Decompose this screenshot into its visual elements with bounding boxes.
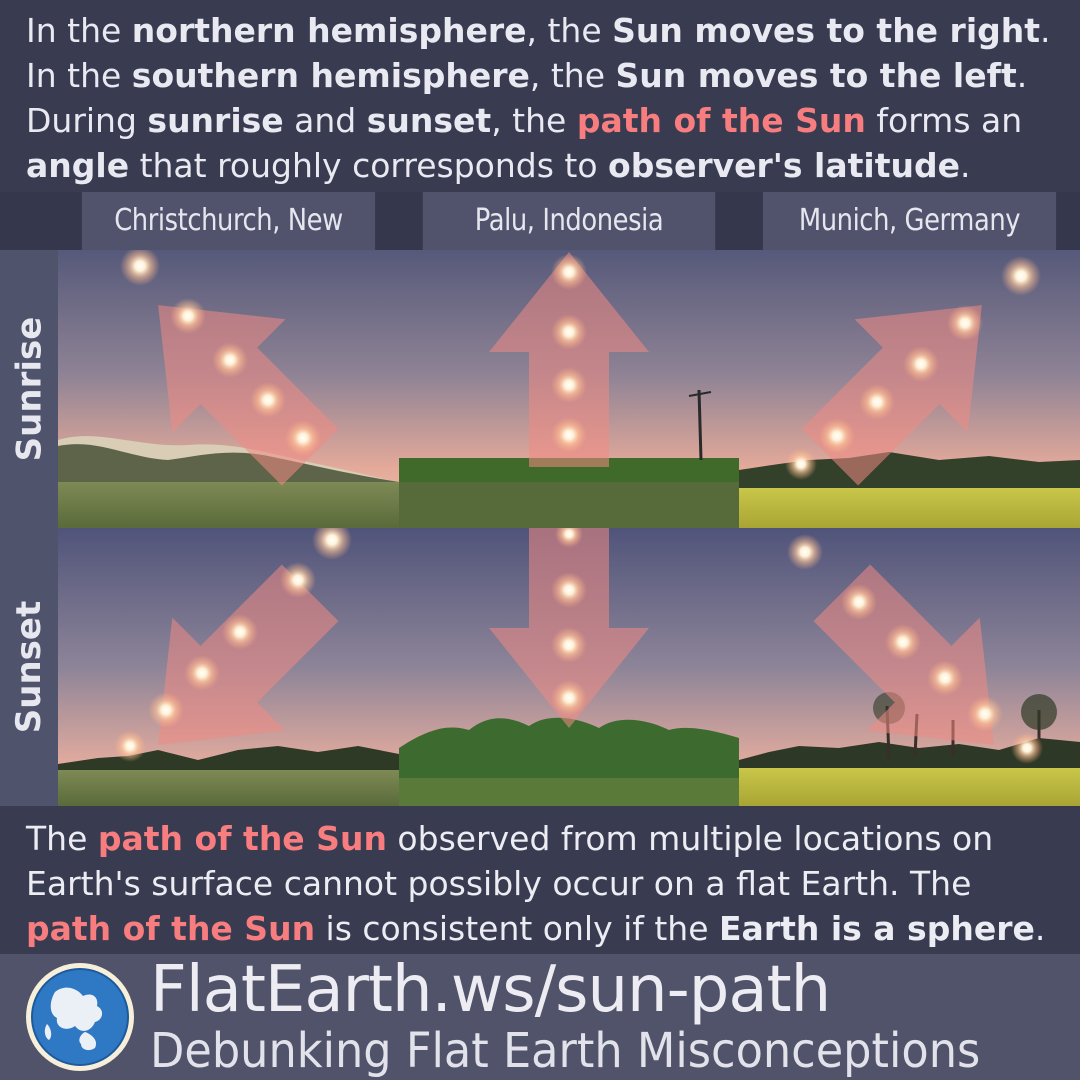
summary-line-2: Earth's surface cannot possibly occur on… bbox=[26, 864, 972, 903]
intro-line-2: In the southern hemisphere, the Sun move… bbox=[26, 56, 1028, 95]
summary-line-1: The path of the Sun observed from multip… bbox=[26, 819, 994, 858]
column-header-munich: Munich, Germany bbox=[762, 192, 1057, 250]
row-label-sunset: Sunset bbox=[9, 600, 50, 734]
panel-palu-sunset bbox=[399, 528, 739, 806]
panel-palu-sunrise bbox=[399, 250, 739, 528]
panel-christchurch-sunset bbox=[58, 528, 399, 806]
sun-icon bbox=[551, 254, 587, 453]
column-header-christchurch: Christchurch, New Zealand bbox=[81, 192, 376, 296]
panel-munich-sunrise bbox=[739, 250, 1080, 528]
site-url[interactable]: FlatEarth.ws/sun-path bbox=[150, 953, 831, 1027]
footer bbox=[0, 954, 1080, 1080]
row-label-sunrise: Sunrise bbox=[9, 316, 49, 462]
summary-line-3: path of the Sun is consistent only if th… bbox=[26, 909, 1046, 948]
tagline: Debunking Flat Earth Misconceptions bbox=[150, 1023, 981, 1079]
sun-icon bbox=[785, 256, 1041, 480]
globe-logo-icon bbox=[25, 962, 135, 1072]
column-header-palu: Palu, Indonesia bbox=[422, 192, 716, 250]
intro-line-4: angle that roughly corresponds to observ… bbox=[26, 146, 971, 185]
sun-icon bbox=[120, 250, 321, 456]
intro-text: In the northern hemisphere, the Sun move… bbox=[0, 0, 1080, 192]
intro-line-3: During sunrise and sunset, the path of t… bbox=[26, 101, 1023, 140]
sun-icon bbox=[114, 528, 352, 762]
panel-christchurch-sunrise bbox=[58, 250, 399, 528]
row-label-band bbox=[0, 250, 58, 806]
summary-text: The path of the Sun observed from multip… bbox=[0, 806, 1080, 954]
panel-munich-sunset bbox=[739, 528, 1080, 806]
sun-icon bbox=[551, 528, 587, 716]
intro-line-1: In the northern hemisphere, the Sun move… bbox=[26, 11, 1051, 50]
sun-icon bbox=[787, 534, 1043, 764]
